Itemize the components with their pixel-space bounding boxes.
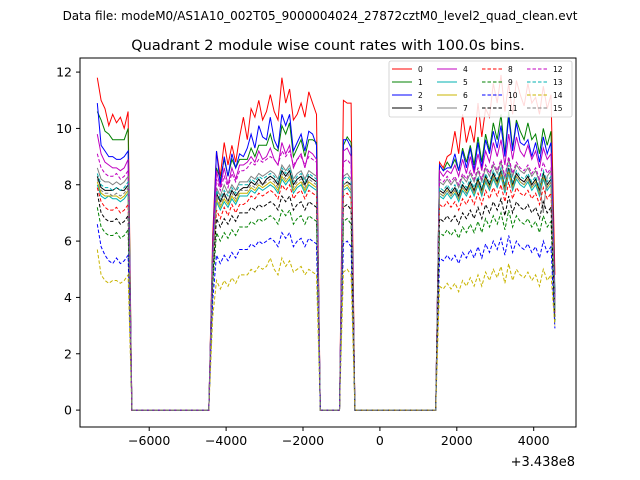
series-line-10	[96, 224, 556, 411]
legend-label-13: 13	[553, 78, 563, 87]
series-line-8	[96, 181, 556, 411]
series-line-9	[96, 207, 556, 411]
y-tick-label: 10	[56, 121, 72, 136]
series-line-0	[96, 74, 556, 411]
legend-label-2: 2	[418, 91, 423, 100]
series-line-3	[96, 167, 556, 411]
legend-label-6: 6	[463, 91, 468, 100]
legend-label-11: 11	[508, 104, 518, 113]
x-axis: −6000 −4000 −2000 0 2000 4000	[128, 427, 550, 448]
y-tick-label: 4	[64, 290, 72, 305]
legend-label-0: 0	[418, 65, 423, 74]
x-tick-label: −6000	[128, 433, 170, 448]
x-tick-label: 2000	[441, 433, 473, 448]
legend-label-12: 12	[553, 65, 563, 74]
legend-label-5: 5	[463, 78, 468, 87]
x-tick-label: −2000	[282, 433, 324, 448]
series-line-2	[96, 103, 556, 411]
y-tick-label: 6	[64, 234, 72, 249]
series-line-12	[96, 149, 556, 411]
legend-label-7: 7	[463, 104, 468, 113]
legend-label-3: 3	[418, 104, 423, 113]
y-axis: 0 2 4 6 8 10 12	[56, 65, 80, 418]
y-tick-label: 8	[64, 177, 72, 192]
series-line-15	[96, 170, 556, 411]
series-line-13	[96, 164, 556, 411]
x-tick-label: −4000	[205, 433, 247, 448]
series-line-5	[96, 173, 556, 411]
legend-label-8: 8	[508, 65, 513, 74]
y-tick-label: 0	[64, 403, 72, 418]
legend-label-1: 1	[418, 78, 423, 87]
series-line-7	[96, 159, 556, 411]
data-file-label: Data file: modeM0/AS1A10_002T05_90000040…	[63, 9, 578, 23]
legend-label-9: 9	[508, 78, 513, 87]
y-tick-label: 12	[56, 65, 72, 80]
legend-label-14: 14	[553, 91, 563, 100]
chart-title: Quadrant 2 module wise count rates with …	[131, 38, 525, 54]
x-offset-label: +3.438e8	[511, 455, 575, 470]
legend-box	[388, 60, 573, 118]
series-line-1	[96, 111, 556, 411]
legend-label-15: 15	[553, 104, 563, 113]
legend-label-10: 10	[508, 91, 518, 100]
plot-frame	[79, 57, 577, 428]
y-tick-label: 2	[64, 346, 72, 361]
legend-label-4: 4	[463, 65, 468, 74]
x-tick-label: 4000	[518, 433, 550, 448]
series-line-14	[96, 249, 556, 411]
x-tick-label: 0	[376, 433, 384, 448]
series-layer	[96, 74, 556, 411]
series-line-11	[96, 193, 556, 411]
